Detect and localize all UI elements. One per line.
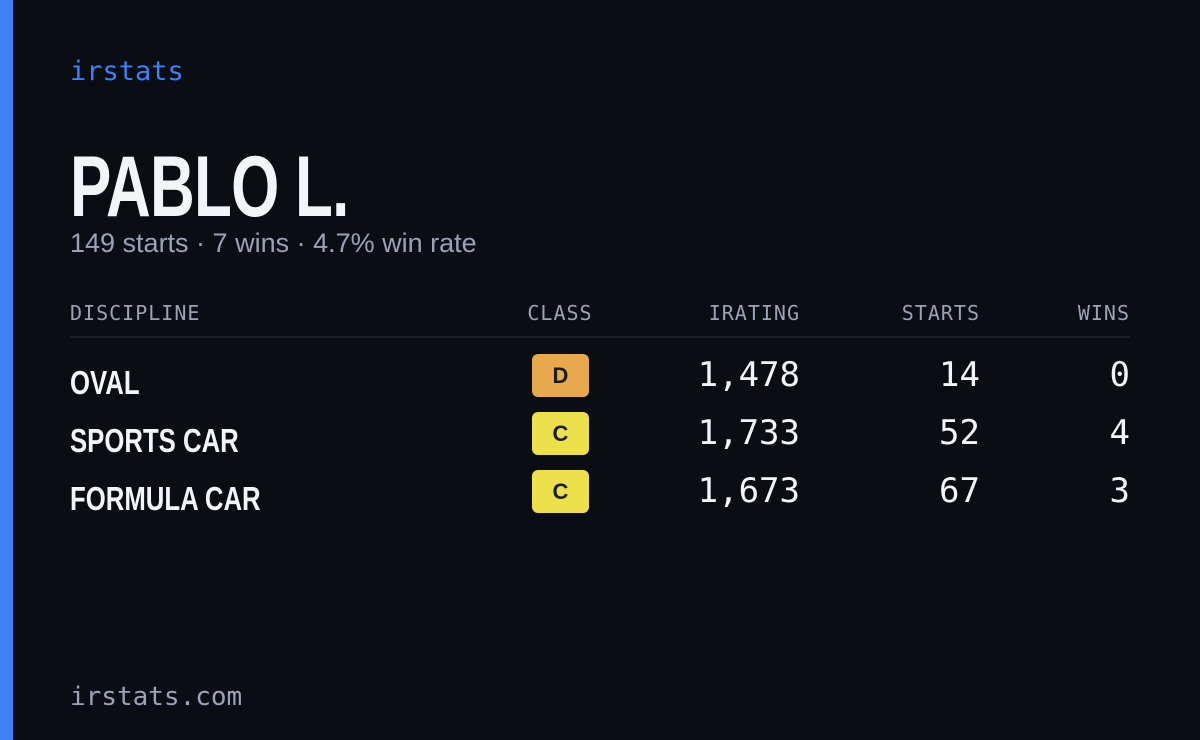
class-badge: D	[532, 354, 589, 397]
column-header: DISCIPLINE	[70, 301, 201, 325]
stat-value: 1,478	[697, 355, 800, 395]
header-rule	[70, 336, 1130, 338]
footer-site: irstats.com	[70, 682, 243, 712]
class-badge: C	[532, 412, 589, 455]
brand: irstats	[70, 56, 184, 87]
column-header: WINS	[1077, 301, 1130, 325]
column-header: IRATING	[708, 301, 800, 325]
stat-value: 1,673	[697, 471, 800, 511]
stat-value: 0	[1109, 355, 1130, 395]
stat-value: 1,733	[697, 413, 800, 453]
discipline: OVAL	[70, 364, 140, 401]
stat-value: 3	[1109, 471, 1130, 511]
accent-bar	[0, 0, 13, 740]
stat-value: 4	[1109, 413, 1130, 453]
stat-value: 52	[939, 413, 980, 453]
stat-value: 67	[939, 471, 980, 511]
column-header: CLASS	[527, 301, 593, 325]
column-header: STARTS	[901, 301, 980, 325]
driver-name: PABLO L.	[70, 139, 349, 235]
discipline: SPORTS CAR	[70, 422, 239, 459]
discipline: FORMULA CAR	[70, 480, 261, 517]
class-badge: C	[532, 470, 589, 513]
driver-summary: 149 starts · 7 wins · 4.7% win rate	[70, 228, 477, 258]
stat-value: 14	[939, 355, 980, 395]
